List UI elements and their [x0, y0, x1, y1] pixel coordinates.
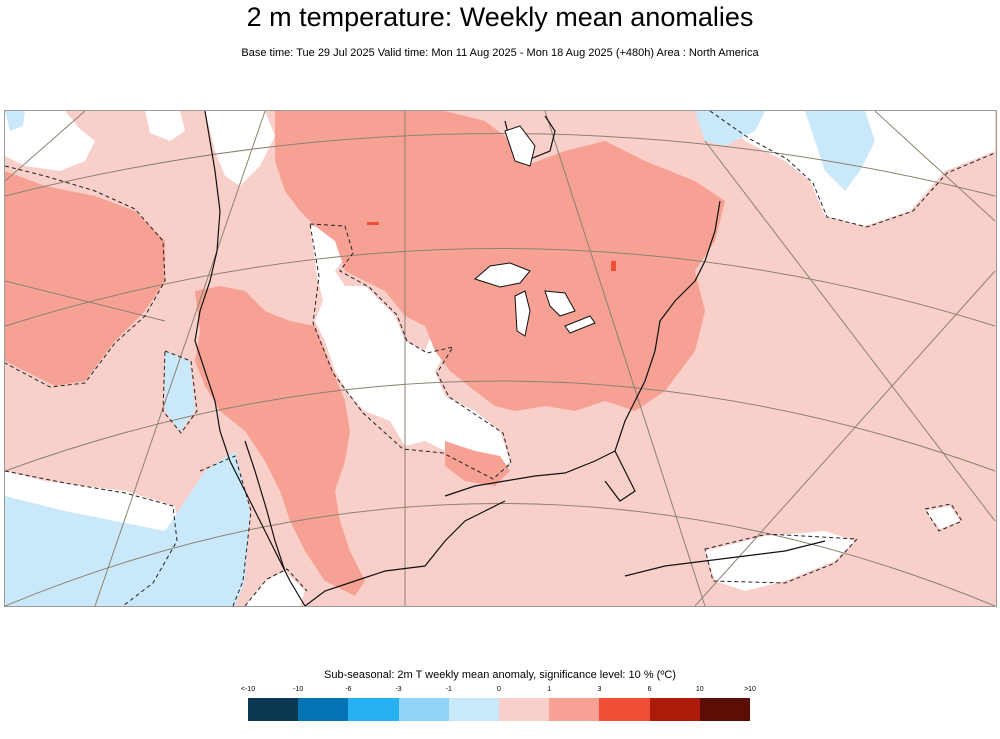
- warm-area-canada-east: [275, 111, 725, 411]
- lake-huron: [544, 290, 576, 317]
- parallel-3: [5, 380, 996, 472]
- neutral-area-atlantic-island: [925, 506, 960, 529]
- legend-color-bar: [248, 698, 751, 721]
- meridian-1: [5, 111, 86, 182]
- legend-tick-label: 1: [547, 686, 552, 693]
- contour-caribbean: [704, 533, 859, 584]
- legend-swatch: [298, 698, 349, 721]
- legend-swatch: [599, 698, 650, 721]
- meridian-4: [544, 111, 706, 606]
- legend-swatch: [348, 698, 399, 721]
- meridian-2: [94, 111, 266, 606]
- contour-great-plains: [309, 223, 512, 480]
- parallel-2: [5, 248, 996, 327]
- legend-tick-label: <-10: [240, 686, 256, 693]
- chart-subtitle: Base time: Tue 29 Jul 2025 Valid time: M…: [241, 47, 759, 59]
- warm-area-west-us: [195, 286, 365, 596]
- warm-speck-2: [611, 261, 616, 271]
- cool-area-california-coast: [165, 351, 195, 431]
- contour-mexico-west: [244, 568, 308, 606]
- legend-tick-label: -3: [395, 686, 402, 693]
- legend-swatch: [699, 698, 751, 721]
- strong-warm-specks: [367, 222, 616, 271]
- cool-area-pacific-baja: [5, 451, 250, 606]
- contour-greenland: [709, 111, 996, 228]
- legend-tick-label: -10: [293, 686, 304, 693]
- legend-tick-label: 3: [597, 686, 602, 693]
- neutral-area-north-1: [145, 111, 185, 141]
- neutral-area-north-2: [205, 111, 275, 186]
- mexico-coast: [304, 500, 506, 606]
- lake-michigan: [514, 290, 531, 337]
- anomaly-map: [4, 110, 997, 607]
- legend-swatch: [448, 698, 500, 721]
- baja-peninsula: [244, 440, 286, 572]
- warm-area-south-plains: [445, 441, 510, 486]
- parallel-1: [5, 133, 996, 197]
- legend-tick-label: -1: [445, 686, 452, 693]
- coastlines: [194, 111, 826, 606]
- cool-area-labrador: [695, 111, 765, 146]
- legend-swatch: [248, 698, 299, 721]
- legend-swatch: [398, 698, 449, 721]
- contour-northeast-pacific: [5, 165, 166, 388]
- contour-california: [162, 350, 198, 434]
- legend-tick-labels: <-10 -10 -6 -3 -1 0 1 3 6 10 >10: [241, 685, 756, 697]
- warm-area-northeast-pacific: [5, 171, 165, 386]
- legend-swatch: [649, 698, 700, 721]
- meridian-8: [5, 280, 166, 322]
- chart-title: 2 m temperature: Weekly mean anomalies: [246, 2, 754, 32]
- legend-tick-label: >10: [744, 686, 756, 693]
- legend-tick-label: -6: [345, 686, 352, 693]
- great-lakes: [474, 125, 596, 337]
- legend-tick-label: 0: [497, 686, 501, 693]
- caribbean-islands: [624, 540, 826, 577]
- gulf-coast: [444, 450, 636, 502]
- legend-tick-label: 6: [647, 686, 652, 693]
- meridian-6: [874, 111, 996, 222]
- west-coast: [194, 111, 306, 606]
- warm-speck-1: [367, 222, 379, 225]
- lake-superior: [474, 262, 531, 288]
- legend-swatch: [499, 698, 550, 721]
- warm-regions: [5, 111, 725, 596]
- contour-pacific-south: [5, 470, 178, 606]
- legend-swatch: [549, 698, 600, 721]
- cool-regions: [5, 111, 875, 606]
- contour-atlantic-island: [924, 503, 963, 532]
- meridian-7: [694, 270, 996, 606]
- meridian-5: [704, 140, 996, 522]
- east-coast: [614, 200, 721, 452]
- graticule: [5, 111, 996, 606]
- lake-winnipeg: [504, 125, 536, 167]
- cool-area-greenland-west: [805, 111, 875, 191]
- legend-tick-label: 10: [695, 686, 704, 693]
- cool-area-bering: [5, 111, 25, 131]
- neutral-area-great-plains: [310, 226, 510, 476]
- legend-title: Sub-seasonal: 2m T weekly mean anomaly, …: [324, 669, 676, 681]
- map-canvas: [5, 111, 996, 606]
- significance-contours: [5, 111, 996, 606]
- lake-erie: [564, 315, 596, 334]
